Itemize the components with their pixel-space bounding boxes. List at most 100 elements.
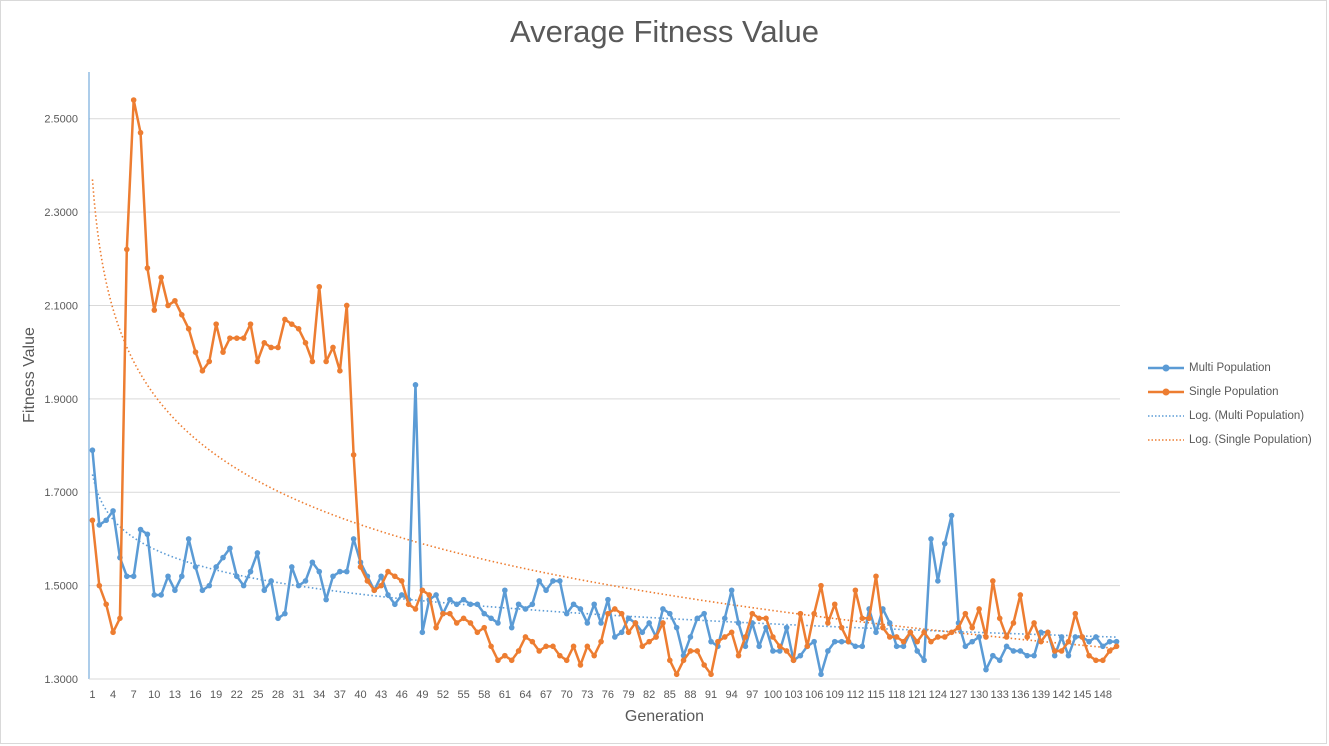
data-point-single — [577, 662, 584, 668]
data-point-multi — [89, 447, 96, 454]
data-point-multi — [893, 643, 900, 650]
data-point-single — [275, 344, 281, 351]
data-point-multi — [996, 657, 1003, 664]
data-point-single — [254, 358, 261, 365]
data-point-single — [605, 610, 611, 617]
x-tick-label: 145 — [1073, 689, 1091, 701]
data-point-multi — [873, 629, 879, 636]
data-point-single — [976, 606, 982, 612]
data-point-multi — [460, 596, 467, 603]
data-point-multi — [811, 638, 817, 645]
data-point-single — [749, 610, 756, 617]
data-point-single — [233, 335, 240, 341]
x-tick-label: 112 — [847, 689, 865, 701]
data-point-multi — [185, 536, 192, 542]
data-point-multi — [962, 643, 969, 650]
data-point-multi — [701, 610, 707, 617]
x-tick-label: 85 — [664, 689, 676, 701]
data-point-single — [838, 624, 845, 631]
data-point-single — [612, 606, 618, 612]
data-point-single — [852, 587, 859, 594]
data-point-multi — [687, 634, 694, 640]
data-point-single — [543, 643, 549, 650]
data-point-single — [653, 634, 659, 640]
data-point-single — [776, 643, 783, 650]
data-point-single — [330, 344, 336, 351]
data-point-single — [398, 578, 405, 584]
data-point-single — [419, 587, 426, 594]
y-tick-label: 1.5000 — [44, 581, 78, 593]
data-point-multi — [660, 606, 666, 612]
data-point-single — [364, 578, 371, 584]
data-point-single — [323, 358, 329, 365]
x-tick-label: 103 — [784, 689, 802, 701]
data-point-single — [1010, 620, 1017, 626]
data-point-multi — [1106, 638, 1113, 645]
data-point-single — [563, 657, 570, 664]
data-point-single — [268, 344, 274, 351]
x-tick-label: 91 — [705, 689, 717, 701]
data-point-single — [990, 578, 996, 584]
x-tick-label: 100 — [764, 689, 782, 701]
data-point-single — [371, 587, 378, 594]
data-point-single — [955, 624, 962, 631]
data-point-single — [117, 615, 123, 622]
data-point-single — [742, 634, 749, 640]
data-point-single — [625, 629, 632, 636]
data-point-single — [288, 321, 295, 327]
data-point-single — [488, 643, 494, 650]
data-point-multi — [948, 512, 955, 519]
y-tick-label: 1.7000 — [44, 487, 78, 499]
data-point-multi — [515, 601, 522, 608]
series-line-multi — [91, 383, 1117, 676]
data-point-single — [522, 634, 529, 640]
data-point-multi — [343, 568, 350, 575]
data-point-multi — [1086, 638, 1092, 645]
data-point-single — [818, 582, 824, 589]
data-point-single — [928, 638, 934, 645]
x-tick-label: 22 — [231, 689, 243, 701]
x-tick-label: 76 — [602, 689, 614, 701]
data-point-single — [433, 624, 439, 631]
data-point-multi — [508, 624, 515, 631]
x-tick-label: 37 — [334, 689, 346, 701]
data-point-single — [673, 671, 680, 678]
data-point-multi — [570, 601, 577, 608]
x-tick-label: 10 — [148, 689, 160, 701]
data-point-single — [467, 620, 474, 626]
legend-label-single: Single Population — [1189, 386, 1279, 398]
x-tick-label: 148 — [1094, 689, 1112, 701]
data-point-multi — [797, 652, 804, 659]
data-point-single — [1113, 643, 1120, 650]
data-point-single — [941, 634, 948, 640]
data-point-single — [935, 634, 941, 640]
data-point-single — [735, 652, 742, 659]
data-point-multi — [543, 587, 549, 594]
data-point-multi — [261, 587, 268, 594]
data-point-single — [220, 349, 226, 355]
data-point-multi — [392, 601, 398, 608]
data-point-multi — [385, 592, 391, 598]
x-tick-label: 43 — [375, 689, 387, 701]
data-point-single — [343, 302, 350, 309]
data-point-single — [474, 629, 481, 636]
data-point-single — [570, 643, 577, 650]
data-point-multi — [309, 559, 316, 566]
data-point-single — [996, 615, 1003, 622]
series-line-single — [91, 98, 1118, 676]
data-point-single — [89, 517, 96, 524]
data-point-multi — [914, 648, 921, 654]
y-tick-label: 1.3000 — [44, 674, 78, 686]
data-point-multi — [144, 531, 151, 538]
x-tick-label: 13 — [169, 689, 181, 701]
data-point-single — [694, 648, 701, 654]
data-point-single — [728, 629, 735, 636]
data-point-multi — [178, 573, 185, 580]
data-point-multi — [227, 545, 233, 552]
legend-item-log-multi: Log. (Multi Population) — [1148, 404, 1312, 428]
data-point-multi — [550, 578, 556, 584]
x-tick-label: 133 — [991, 689, 1009, 701]
chart-title: Average Fitness Value — [509, 14, 820, 49]
data-point-single — [584, 643, 591, 650]
trendline-single — [91, 179, 1117, 650]
